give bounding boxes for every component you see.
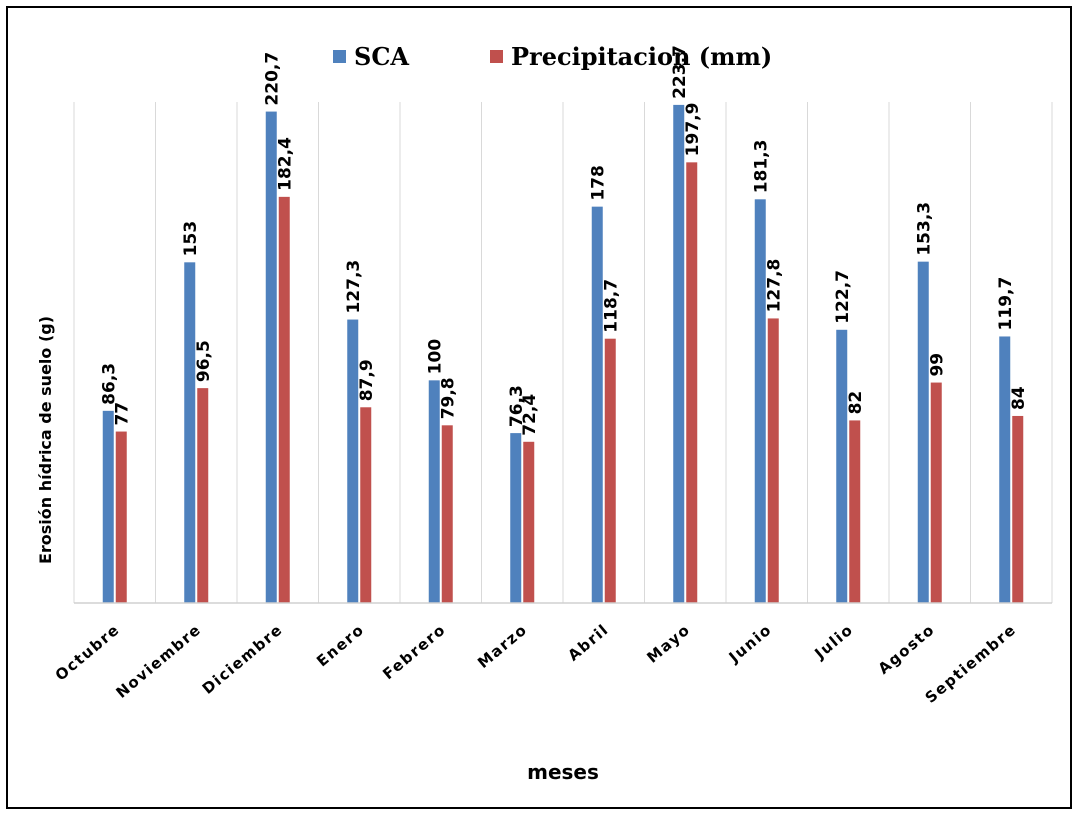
- data-label-precipitacion-mm-marzo: 72,4: [520, 394, 540, 436]
- bar-sca-enero: [347, 319, 359, 603]
- bar-sca-mayo: [673, 104, 685, 604]
- legend-swatch-precipitacion: [490, 50, 503, 63]
- data-label-sca-noviembre: 153: [181, 221, 201, 257]
- data-label-sca-enero: 127,3: [344, 260, 364, 314]
- x-tick-label-mayo: Mayo: [643, 620, 693, 666]
- data-label-precipitacion-mm-febrero: 79,8: [438, 377, 458, 419]
- x-tick-label-agosto: Agosto: [875, 620, 939, 678]
- bar-precipitacion-mm-enero: [360, 407, 372, 603]
- bar-sca-septiembre: [999, 336, 1011, 603]
- bar-precipitacion-mm-julio: [849, 420, 861, 603]
- data-label-precipitacion-mm-julio: 82: [846, 391, 866, 415]
- data-label-precipitacion-mm-abril: 118,7: [601, 279, 621, 333]
- data-label-precipitacion-mm-octubre: 77: [112, 402, 132, 426]
- data-label-sca-marzo: 76,3: [507, 385, 527, 427]
- data-label-sca-mayo: 223,7: [670, 45, 690, 99]
- chart-frame: [6, 6, 1072, 809]
- data-label-precipitacion-mm-diciembre: 182,4: [275, 137, 295, 191]
- x-tick-label-octubre: Octubre: [52, 620, 124, 684]
- bar-sca-noviembre: [184, 262, 196, 603]
- data-label-precipitacion-mm-noviembre: 96,5: [194, 340, 214, 382]
- legend: SCA Precipitacion (mm): [333, 42, 772, 71]
- x-axis-title: meses: [527, 760, 599, 784]
- data-label-sca-octubre: 86,3: [99, 363, 119, 405]
- bar-sca-abril: [591, 206, 603, 604]
- bar-precipitacion-mm-mayo: [686, 162, 698, 604]
- data-label-precipitacion-mm-junio: 127,8: [764, 259, 784, 313]
- vertical-gridlines: [73, 102, 1053, 603]
- bar-precipitacion-mm-diciembre: [278, 196, 290, 603]
- bar-sca-junio: [754, 199, 766, 603]
- bar-sca-febrero: [428, 380, 440, 603]
- bar-precipitacion-mm-marzo: [523, 441, 535, 603]
- bars: [102, 104, 1024, 604]
- data-label-sca-julio: 122,7: [833, 270, 853, 324]
- x-tick-label-julio: Julio: [811, 620, 857, 663]
- legend-swatch-sca: [333, 50, 346, 63]
- bar-precipitacion-mm-abril: [604, 338, 616, 603]
- x-tick-label-enero: Enero: [313, 620, 368, 670]
- data-label-sca-junio: 181,3: [751, 140, 771, 194]
- bar-precipitacion-mm-febrero: [441, 425, 453, 603]
- data-label-sca-agosto: 153,3: [914, 202, 934, 256]
- x-tick-label-noviembre: Noviembre: [113, 620, 205, 702]
- bar-precipitacion-mm-octubre: [115, 431, 127, 603]
- x-tick-label-junio: Junio: [725, 620, 776, 667]
- bar-sca-diciembre: [265, 111, 277, 603]
- bar-sca-agosto: [917, 261, 929, 603]
- legend-label-precipitacion: Precipitacion (mm): [511, 42, 772, 71]
- x-tick-label-diciembre: Diciembre: [199, 620, 287, 698]
- data-label-precipitacion-mm-enero: 87,9: [357, 359, 377, 401]
- bar-sca-marzo: [510, 433, 522, 603]
- bar-precipitacion-mm-noviembre: [197, 388, 209, 603]
- x-tick-label-abril: Abril: [564, 620, 612, 664]
- data-label-precipitacion-mm-mayo: 197,9: [683, 103, 703, 157]
- bar-precipitacion-mm-agosto: [930, 382, 942, 603]
- data-label-sca-diciembre: 220,7: [262, 52, 282, 106]
- bar-precipitacion-mm-junio: [767, 318, 779, 603]
- y-axis-title: Erosión hídrica de suelo (g): [36, 316, 55, 564]
- data-label-sca-febrero: 100: [425, 339, 445, 375]
- data-label-sca-abril: 178: [588, 165, 608, 201]
- data-label-precipitacion-mm-septiembre: 84: [1009, 386, 1029, 410]
- bar-precipitacion-mm-septiembre: [1012, 415, 1024, 603]
- bar-sca-octubre: [102, 410, 114, 603]
- data-label-precipitacion-mm-agosto: 99: [927, 353, 947, 377]
- data-label-sca-septiembre: 119,7: [996, 277, 1016, 331]
- legend-label-sca: SCA: [354, 42, 409, 71]
- bar-sca-julio: [836, 329, 848, 603]
- x-tick-label-marzo: Marzo: [474, 620, 531, 672]
- x-tick-label-febrero: Febrero: [379, 620, 449, 683]
